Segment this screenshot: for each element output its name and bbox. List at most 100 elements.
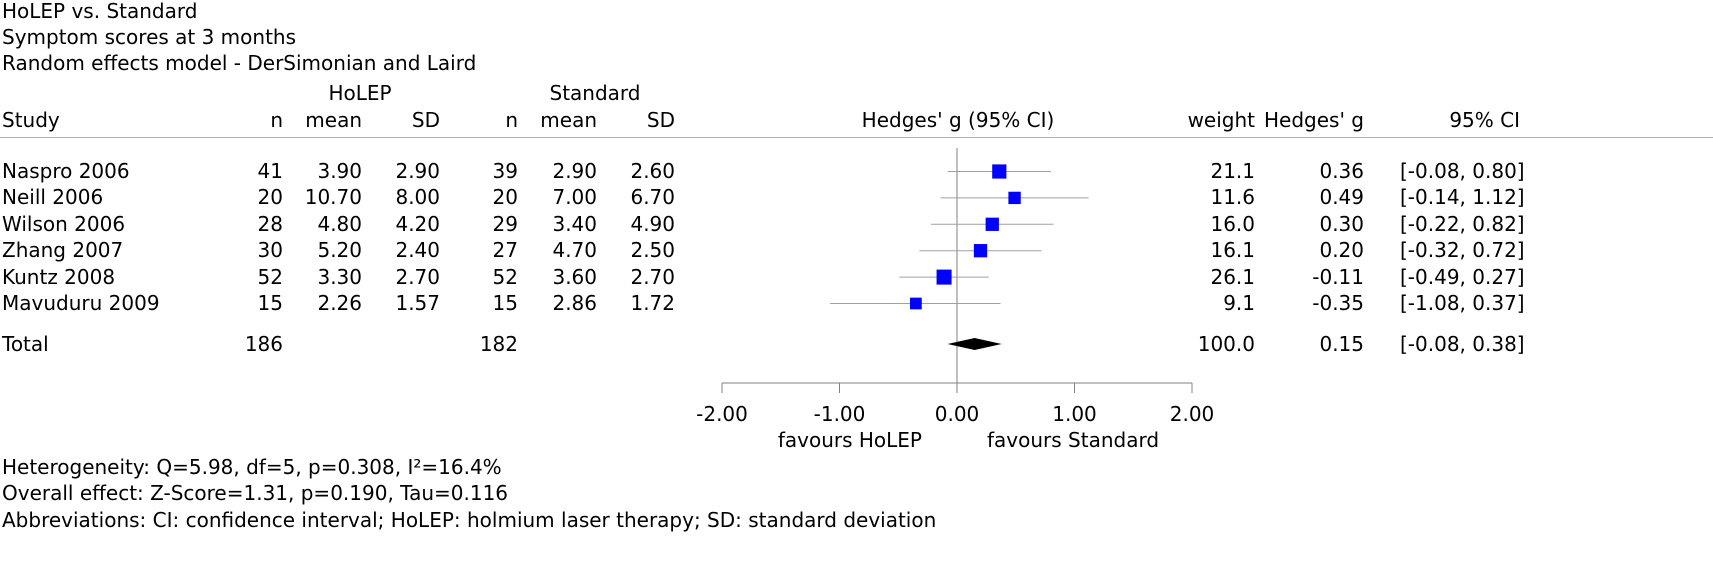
model-label: Random effects model - DerSimonian and L…	[2, 51, 477, 75]
effect-marker	[910, 297, 922, 310]
study-hedges-g: 0.36	[1319, 159, 1364, 183]
study-sd2: 2.70	[630, 264, 675, 289]
study-hedges-g: 0.20	[1319, 238, 1364, 263]
study-mean1: 4.80	[317, 211, 362, 236]
study-ci: [-0.22, 0.82]	[1400, 211, 1525, 236]
col-hedges-g: Hedges' g	[1263, 108, 1364, 132]
study-mean2: 2.90	[552, 159, 597, 183]
study-ci: [-1.08, 0.37]	[1400, 291, 1525, 315]
col-study: Study	[2, 108, 60, 132]
study-n2: 29	[492, 211, 518, 236]
study-sd2: 2.60	[630, 159, 675, 183]
study-n1: 28	[257, 211, 283, 236]
effect-marker	[985, 217, 999, 231]
study-hedges-g: -0.35	[1312, 291, 1364, 315]
study-sd2: 1.72	[630, 291, 675, 315]
study-sd2: 2.50	[630, 238, 675, 263]
study-n2: 20	[492, 185, 518, 210]
study-sd2: 6.70	[630, 185, 675, 210]
study-name: Wilson 2006	[2, 211, 126, 236]
study-n1: 41	[257, 159, 283, 183]
total-n1: 186	[244, 332, 283, 356]
study-name: Naspro 2006	[2, 159, 130, 183]
x-tick-label: 1.00	[1052, 402, 1097, 426]
study-ci: [-0.49, 0.27]	[1400, 264, 1525, 289]
study-mean2: 3.40	[552, 211, 597, 236]
study-sd2: 4.90	[630, 211, 675, 236]
group-holep-header: HoLEP	[328, 81, 392, 105]
heterogeneity-text: Heterogeneity: Q=5.98, df=5, p=0.308, I²…	[2, 455, 502, 479]
col-sd1: SD	[411, 108, 440, 132]
total-label: Total	[2, 332, 49, 356]
chart-subtitle: Symptom scores at 3 months	[2, 25, 297, 49]
total-hedges-g: 0.15	[1319, 332, 1364, 356]
study-n2: 27	[492, 238, 518, 263]
col-n2: n	[505, 108, 518, 132]
col-mean2: mean	[540, 108, 597, 132]
study-mean1: 3.90	[317, 159, 362, 183]
x-tick-label: 0.00	[935, 402, 980, 426]
study-hedges-g: -0.11	[1312, 264, 1364, 289]
col-mean1: mean	[305, 108, 362, 132]
study-name: Mavuduru 2009	[2, 291, 160, 315]
study-weight: 11.6	[1210, 185, 1255, 210]
study-n1: 30	[257, 238, 283, 263]
study-hedges-g: 0.30	[1319, 211, 1364, 236]
group-standard-header: Standard	[549, 81, 641, 105]
study-n2: 15	[492, 291, 518, 315]
study-sd1: 2.70	[395, 264, 440, 289]
x-tick-label: -1.00	[814, 402, 866, 426]
favours-left-label: favours HoLEP	[778, 428, 922, 452]
study-mean2: 3.60	[552, 264, 597, 289]
study-weight: 16.1	[1210, 238, 1255, 263]
col-sd2: SD	[646, 108, 675, 132]
overall-effect-text: Overall effect: Z-Score=1.31, p=0.190, T…	[2, 481, 509, 505]
study-hedges-g: 0.49	[1319, 185, 1364, 210]
total-weight: 100.0	[1197, 332, 1255, 356]
study-ci: [-0.08, 0.80]	[1400, 159, 1525, 183]
effect-marker	[992, 164, 1007, 179]
study-sd1: 8.00	[395, 185, 440, 210]
favours-right-label: favours Standard	[987, 428, 1159, 452]
study-ci: [-0.32, 0.72]	[1400, 238, 1525, 263]
study-n2: 52	[492, 264, 518, 289]
effect-marker	[1008, 191, 1021, 205]
effect-marker	[973, 244, 988, 258]
study-mean2: 7.00	[552, 185, 597, 210]
study-n1: 20	[257, 185, 283, 210]
chart-title: HoLEP vs. Standard	[2, 0, 198, 23]
study-sd1: 2.40	[395, 238, 440, 263]
study-weight: 16.0	[1210, 211, 1255, 236]
effect-marker	[936, 269, 952, 285]
study-weight: 21.1	[1210, 159, 1255, 183]
study-sd1: 4.20	[395, 211, 440, 236]
study-sd1: 2.90	[395, 159, 440, 183]
total-ci: [-0.08, 0.38]	[1400, 332, 1525, 356]
col-ci: 95% CI	[1449, 108, 1520, 132]
x-tick-label: -2.00	[696, 402, 748, 426]
study-weight: 9.1	[1223, 291, 1255, 315]
study-sd1: 1.57	[395, 291, 440, 315]
study-n1: 52	[257, 264, 283, 289]
col-n1: n	[270, 108, 283, 132]
study-mean1: 10.70	[304, 185, 362, 210]
study-ci: [-0.14, 1.12]	[1400, 185, 1525, 210]
x-tick-label: 2.00	[1170, 402, 1215, 426]
study-n2: 39	[492, 159, 518, 183]
col-weight: weight	[1187, 108, 1255, 132]
total-n2: 182	[479, 332, 518, 356]
pooled-diamond	[947, 338, 1002, 350]
study-mean1: 5.20	[317, 238, 362, 263]
abbreviations-text: Abbreviations: CI: confidence interval; …	[2, 508, 937, 532]
study-n1: 15	[257, 291, 283, 315]
study-mean2: 4.70	[552, 238, 597, 263]
study-mean1: 2.26	[317, 291, 362, 315]
study-mean1: 3.30	[317, 264, 362, 289]
study-weight: 26.1	[1210, 264, 1255, 289]
col-effect: Hedges' g (95% CI)	[861, 108, 1055, 132]
study-name: Kuntz 2008	[2, 264, 116, 289]
study-mean2: 2.86	[552, 291, 597, 315]
study-name: Neill 2006	[2, 185, 104, 210]
study-name: Zhang 2007	[2, 238, 124, 263]
